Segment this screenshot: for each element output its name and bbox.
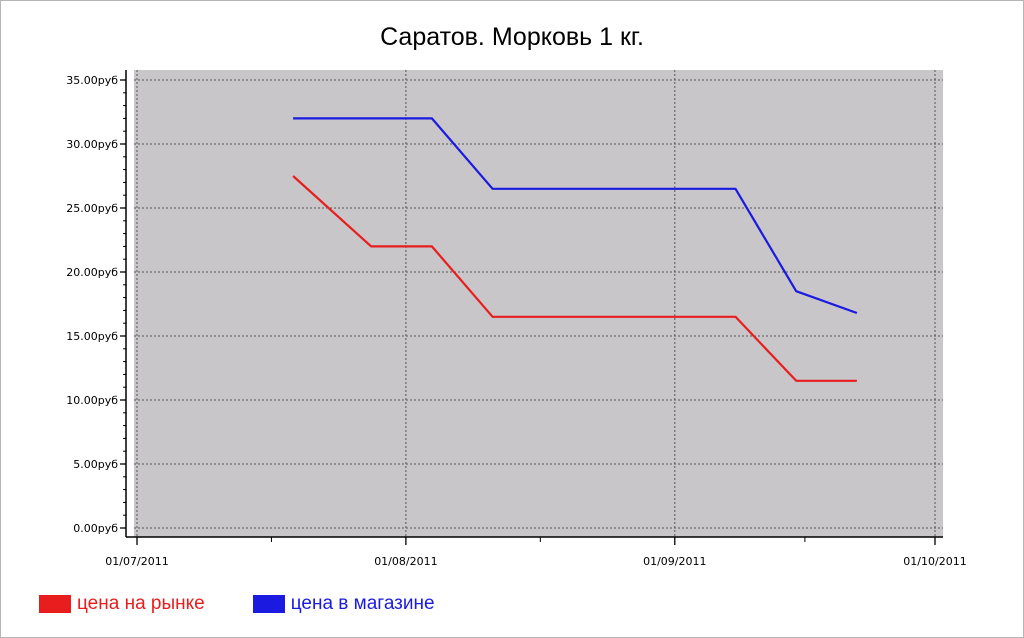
x-tick-label: 01/08/2011 — [374, 555, 437, 568]
legend-swatch-store — [252, 595, 285, 613]
grid-lines — [134, 70, 943, 537]
y-tick-label: 15.00руб — [66, 330, 118, 343]
y-tick-label: 20.00руб — [66, 266, 118, 279]
y-tick-label: 0.00руб — [73, 522, 118, 535]
x-tick-label: 01/10/2011 — [903, 555, 966, 568]
legend-label-store: цена в магазине — [290, 593, 435, 614]
axes — [120, 70, 943, 545]
legend-item-market: цена на рынке — [39, 593, 205, 615]
legend: цена на рынке цена в магазине — [39, 593, 435, 615]
series-lines — [292, 117, 858, 382]
y-tick-label: 5.00руб — [73, 458, 118, 471]
y-tick-label: 25.00руб — [66, 202, 118, 215]
y-axis-labels: 0.00руб 5.00руб 10.00руб 15.00руб 20.00руб 25… — [66, 74, 118, 535]
y-tick-label: 35.00руб — [66, 74, 118, 87]
x-axis-labels: 01/07/2011 01/08/2011 01/09/2011 01/10/2011 — [105, 555, 966, 568]
plot-area — [134, 70, 943, 537]
series-line-0 — [292, 175, 857, 382]
y-tick-label: 10.00руб — [66, 394, 118, 407]
x-tick-label: 01/07/2011 — [105, 555, 168, 568]
x-tick-label: 01/09/2011 — [643, 555, 706, 568]
series-line-1 — [293, 117, 858, 315]
legend-item-store: цена в магазине — [252, 593, 435, 615]
y-tick-label: 30.00руб — [66, 138, 118, 151]
legend-swatch-market — [39, 595, 71, 613]
chart-title: Саратов. Морковь 1 кг. — [380, 23, 644, 51]
legend-label-market: цена на рынке — [77, 593, 205, 614]
